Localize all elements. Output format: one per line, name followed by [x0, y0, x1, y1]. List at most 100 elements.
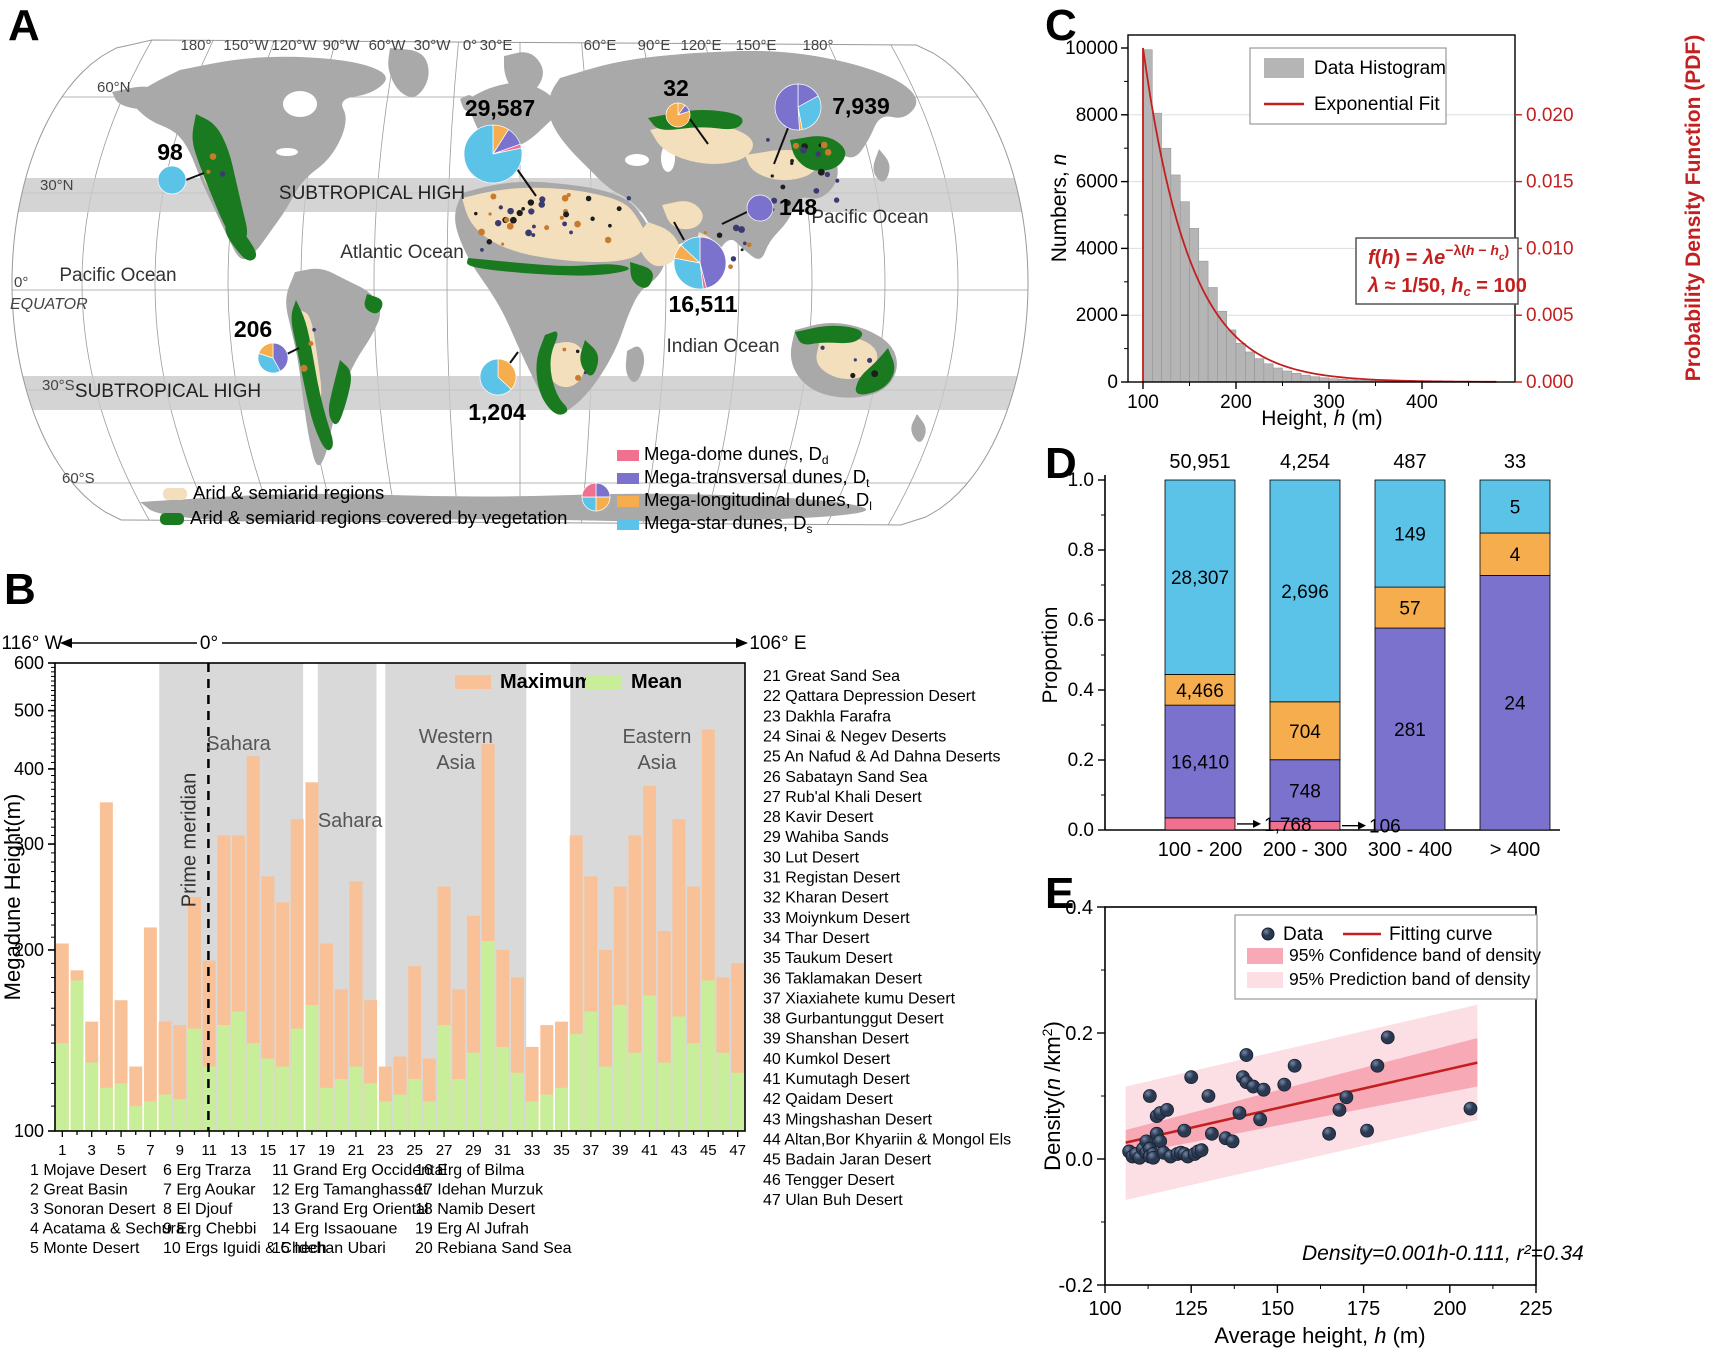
- legend-dune-transversal: Mega-transversal dunes, Dt: [617, 466, 870, 490]
- subtropical-high-label: SUBTROPICAL HIGH: [75, 381, 261, 402]
- pie-count-label: 206: [234, 316, 272, 342]
- top-axis-right-label: 106° E: [749, 633, 806, 654]
- x-axis-title: Average height, h (m): [1214, 1323, 1425, 1348]
- speckle: [824, 149, 832, 156]
- y-tick-label-left: 10000: [1065, 38, 1118, 59]
- bar-mean: [569, 1033, 583, 1131]
- annotation-arrowhead: [1358, 821, 1366, 830]
- legend-label: Mega-star dunes, Ds: [644, 512, 812, 536]
- y-tick-label-right: 0.020: [1526, 105, 1574, 126]
- map-clipped-group: [12, 40, 1028, 525]
- y-tick-label-right: 0.015: [1526, 172, 1574, 193]
- segment-value-label: 28,307: [1171, 568, 1229, 589]
- bar-mean: [217, 1025, 231, 1131]
- data-point: [1160, 1102, 1174, 1117]
- bar-total-label: 50,951: [1169, 451, 1230, 473]
- speckle: [525, 229, 532, 237]
- segment-value-label: 149: [1394, 525, 1426, 546]
- category-label: 300 - 400: [1368, 839, 1453, 860]
- desert-list-item: 16 Erg of Bilma: [415, 1162, 524, 1179]
- desert-list-item: 27 Rub'al Khali Desert: [763, 789, 922, 806]
- pie-slice-transversal: [699, 236, 727, 289]
- y-tick-label-left: 0: [1107, 372, 1118, 393]
- speckle: [506, 222, 514, 230]
- pie-slice-star: [680, 236, 701, 264]
- y-tick-label: 0.4: [1068, 680, 1095, 701]
- bar-mean: [481, 940, 495, 1131]
- stack-segment-star: [1164, 479, 1236, 675]
- legend: Data Histogram Exponential Fit: [1249, 47, 1447, 125]
- y-tick-label-left: 8000: [1076, 105, 1118, 126]
- vegetated-regions: [192, 110, 895, 451]
- bar-mean: [643, 995, 657, 1131]
- legend-dune-longitudinal: Mega-longitudinal dunes, Dl: [617, 489, 872, 513]
- vegetation-south-africa-e: [580, 340, 599, 376]
- x-axis-title: Height, h (m): [1261, 407, 1382, 430]
- legend-swatch-histogram: [1264, 58, 1304, 78]
- bar-mean: [687, 1043, 701, 1131]
- x-tick-label: 31: [494, 1142, 511, 1159]
- pie-slice-star: [479, 358, 512, 396]
- pie-slice-longitudinal: [258, 342, 274, 359]
- category-label: 100 - 200: [1158, 839, 1243, 860]
- speckle: [790, 159, 794, 163]
- longitude-label: 180°: [802, 37, 833, 54]
- data-point: [1277, 1077, 1292, 1092]
- desert-list-item: 28 Kavir Desert: [763, 809, 874, 826]
- x-tick-label: 15: [260, 1142, 277, 1159]
- speckle: [604, 236, 612, 244]
- segment-value-label: 24: [1504, 694, 1526, 715]
- x-tick-label: 100: [1088, 1298, 1121, 1320]
- speckle: [850, 372, 856, 379]
- latitude-label: 0°: [14, 274, 28, 291]
- stack-segment-longitudinal: [1374, 586, 1446, 629]
- bar-mean: [540, 1094, 554, 1131]
- legend-label-fit: Exponential Fit: [1314, 94, 1440, 115]
- histogram-bar: [1179, 201, 1190, 383]
- map-pie-north-america: 98: [157, 139, 205, 195]
- segment-value-label: 281: [1394, 720, 1426, 741]
- stack-segment-transversal: [1374, 627, 1446, 831]
- legend-swatch-transversal: [617, 473, 639, 484]
- desert-list-item: 8 El Djouf: [163, 1201, 233, 1218]
- stack-segment-transversal: [1269, 759, 1341, 822]
- landmass-madagascar: [625, 346, 645, 382]
- legend-dune-star: Mega-star dunes, Ds: [617, 512, 812, 536]
- speckle: [716, 232, 723, 238]
- data-point: [1256, 1082, 1271, 1097]
- bar-mean: [393, 1094, 407, 1131]
- x-tick-label: 35: [553, 1142, 570, 1159]
- speckle: [474, 211, 478, 216]
- desert-list-item: 7 Erg Aoukar: [163, 1182, 256, 1199]
- panel-c-letter: C: [1045, 1, 1077, 50]
- bar-mean: [408, 1079, 422, 1131]
- speckle: [590, 216, 595, 221]
- y-tick-label: 500: [14, 701, 44, 721]
- data-point: [1287, 1058, 1302, 1073]
- speckle: [743, 241, 747, 246]
- legend-swatch-star: [617, 519, 639, 530]
- region-label: Western: [419, 726, 493, 748]
- panel-c-height-histogram: 0 2000 4000 6000 8000 10000 0.000 0.005 0.010 0.0…: [1048, 34, 1705, 430]
- formula-box: [1355, 237, 1519, 305]
- desert-list-item: 45 Badain Jaran Desert: [763, 1152, 932, 1169]
- y-tick-label: 0.4: [1065, 897, 1093, 919]
- speckle: [766, 138, 770, 142]
- y-tick-label: 0.0: [1065, 1149, 1093, 1171]
- meridian: [81, 40, 153, 525]
- speckle: [730, 256, 737, 262]
- top-axis-left-label: 116° W: [1, 633, 62, 654]
- x-tick-label: 150: [1261, 1298, 1294, 1320]
- bar-mean: [466, 1052, 480, 1131]
- map-pie-east-asia: 7,939: [773, 83, 890, 165]
- data-point: [1142, 1089, 1157, 1103]
- x-tick-label: 400: [1406, 392, 1438, 413]
- map-pie-sahara: 29,587: [463, 95, 537, 197]
- longitude-label: 90°W: [323, 37, 361, 54]
- bar-mean: [349, 1066, 363, 1131]
- speckle: [820, 345, 825, 350]
- desert-list-item: 38 Gurbantunggut Desert: [763, 1011, 944, 1028]
- panel-d-letter: D: [1045, 439, 1077, 488]
- legend-label-mean: Mean: [631, 671, 682, 693]
